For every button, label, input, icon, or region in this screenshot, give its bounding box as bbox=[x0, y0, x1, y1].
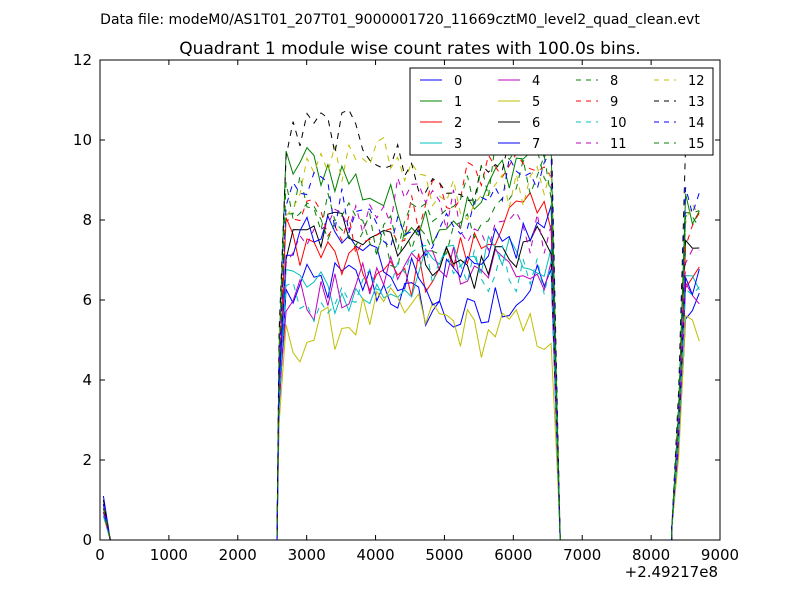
x-tick-label: 3000 bbox=[288, 546, 326, 564]
legend-label-9: 9 bbox=[610, 95, 618, 110]
legend-label-5: 5 bbox=[532, 95, 540, 110]
x-tick-label: 8000 bbox=[632, 546, 670, 564]
series-line-9 bbox=[102, 152, 700, 540]
y-tick-label: 0 bbox=[82, 531, 92, 549]
axis-ticks: 0 1000 2000 3000 4000 5000 6000 7000 8000 9000 0 2 4… bbox=[73, 51, 739, 564]
x-tick-label: 0 bbox=[95, 546, 105, 564]
legend-label-2: 2 bbox=[454, 116, 462, 131]
legend-label-14: 14 bbox=[688, 116, 705, 131]
chart-title: Quadrant 1 module wise count rates with … bbox=[179, 39, 640, 59]
x-tick-label: 1000 bbox=[150, 546, 188, 564]
x-tick-label: 6000 bbox=[494, 546, 532, 564]
series-line-15 bbox=[102, 142, 700, 540]
legend-label-8: 8 bbox=[610, 74, 618, 89]
series-line-10 bbox=[102, 244, 700, 540]
legend-label-0: 0 bbox=[454, 74, 462, 89]
x-tick-label: 7000 bbox=[563, 546, 601, 564]
legend-label-13: 13 bbox=[688, 95, 705, 110]
series-line-2 bbox=[102, 191, 700, 540]
legend-label-7: 7 bbox=[532, 137, 540, 152]
series-line-7 bbox=[102, 205, 700, 540]
legend-label-6: 6 bbox=[532, 116, 540, 131]
series-line-5 bbox=[102, 286, 700, 540]
series-line-8 bbox=[102, 155, 700, 540]
file-suptitle: Data file: modeM0/AS1T01_207T01_90000017… bbox=[100, 12, 700, 28]
x-offset-label: +2.49217e8 bbox=[625, 563, 718, 581]
legend-label-4: 4 bbox=[532, 74, 540, 89]
legend-box bbox=[409, 67, 714, 156]
series-line-6 bbox=[102, 211, 700, 540]
series-line-13 bbox=[102, 109, 700, 540]
series-line-11 bbox=[102, 177, 700, 540]
x-tick-label: 4000 bbox=[356, 546, 394, 564]
y-tick-label: 2 bbox=[82, 451, 92, 469]
x-tick-label: 5000 bbox=[425, 546, 463, 564]
legend-label-11: 11 bbox=[610, 137, 627, 152]
x-tick-label: 2000 bbox=[219, 546, 257, 564]
series-line-3 bbox=[102, 235, 700, 540]
y-tick-label: 4 bbox=[82, 371, 92, 389]
series-line-1 bbox=[102, 140, 700, 540]
x-tick-label: 9000 bbox=[701, 546, 739, 564]
series-line-4 bbox=[102, 247, 700, 540]
series-line-0 bbox=[102, 261, 700, 540]
y-tick-label: 12 bbox=[73, 51, 92, 69]
y-tick-label: 6 bbox=[82, 291, 92, 309]
legend-label-1: 1 bbox=[454, 95, 462, 110]
legend-label-12: 12 bbox=[688, 74, 705, 89]
series-layer bbox=[102, 109, 700, 540]
legend-label-15: 15 bbox=[688, 137, 705, 152]
series-line-12 bbox=[102, 136, 700, 540]
y-tick-label: 8 bbox=[82, 211, 92, 229]
legend-label-10: 10 bbox=[610, 116, 627, 131]
legend-label-3: 3 bbox=[454, 137, 462, 152]
y-tick-label: 10 bbox=[73, 131, 92, 149]
series-line-14 bbox=[102, 149, 700, 540]
